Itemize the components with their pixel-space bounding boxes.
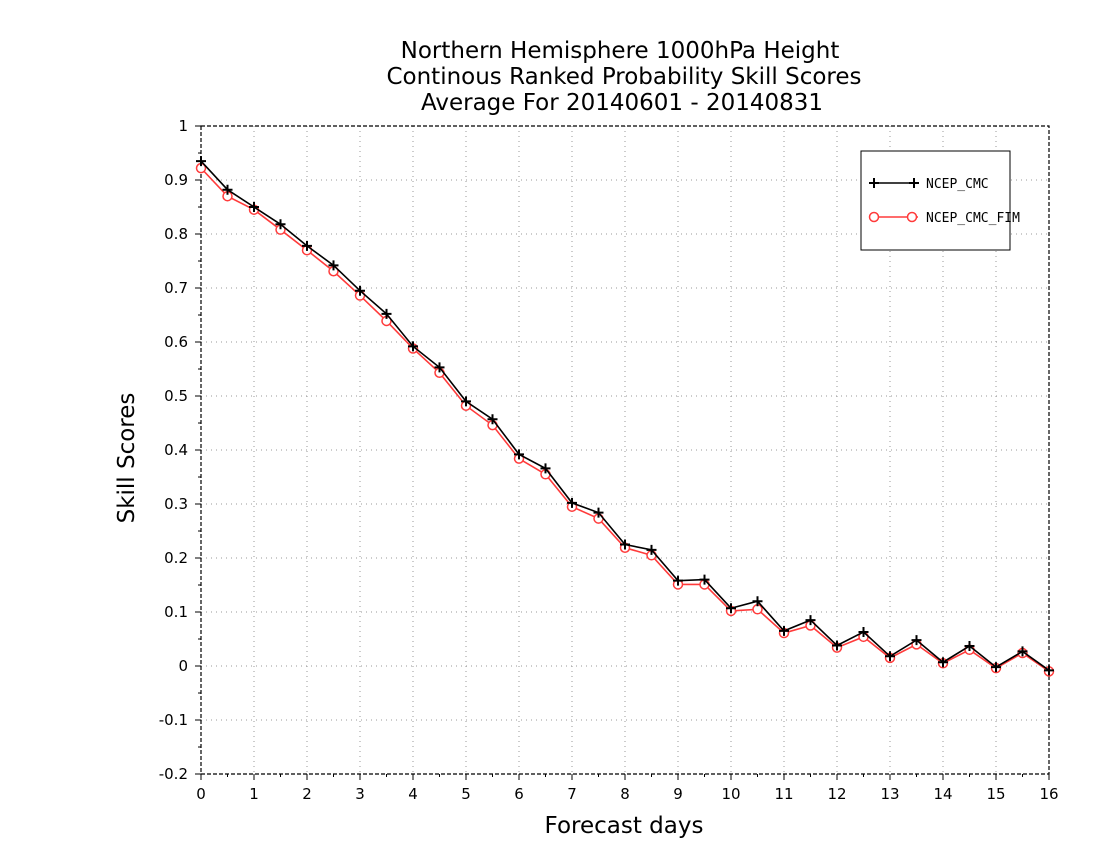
x-tick-label: 15 (986, 785, 1005, 803)
chart-title: Northern Hemisphere 1000hPa Height Conti… (386, 38, 861, 116)
x-tick-label: 12 (827, 785, 846, 803)
data-point-plus (673, 575, 683, 586)
y-tick-label: 0.7 (164, 279, 188, 297)
y-axis-label: Skill Scores (114, 393, 140, 524)
title-line-2: Continous Ranked Probability Skill Score… (386, 64, 861, 90)
data-point-plus (593, 507, 604, 518)
y-tick-label: 0.9 (164, 171, 188, 189)
legend-marker-circle (868, 211, 880, 223)
legend-label: NCEP_CMC_FIM (926, 211, 1020, 226)
data-point-plus (302, 240, 312, 251)
data-point-plus (434, 362, 445, 373)
legend-marker-circle (906, 211, 918, 223)
y-tick-label: 0.6 (164, 333, 188, 351)
legend-box (860, 150, 1011, 251)
y-tick-label: -0.2 (159, 765, 188, 783)
data-point-plus (805, 615, 816, 626)
data-point-plus (779, 625, 789, 636)
x-tick-label: 5 (461, 785, 471, 803)
y-tick-label: 0.2 (164, 549, 188, 567)
data-point-plus (964, 641, 975, 652)
data-point-plus (832, 640, 842, 651)
x-tick-label: 4 (408, 785, 418, 803)
x-tick-label: 8 (620, 785, 630, 803)
x-tick-label: 6 (514, 785, 524, 803)
data-point-plus (567, 497, 577, 508)
data-point-plus (540, 463, 551, 474)
data-point-plus (514, 449, 524, 460)
y-tick-label: 0 (178, 657, 188, 675)
y-tick-label: 0.5 (164, 387, 188, 405)
data-point-plus (461, 396, 471, 407)
axis-ticks: 0 1 2 3 4 5 6 7 8 9 10 11 12 13 14 15 16-0.2-0.100.10.20… (159, 117, 1059, 803)
y-tick-label: 0.4 (164, 441, 188, 459)
series-ncep-cmc (196, 156, 1054, 676)
data-point-plus (885, 651, 895, 662)
y-tick-label: 0.1 (164, 603, 188, 621)
x-tick-label: 11 (774, 785, 793, 803)
data-point-plus (938, 657, 948, 668)
y-tick-label: 0.3 (164, 495, 188, 513)
data-point-plus (249, 202, 259, 212)
title-line-3: Average For 20140601 - 20140831 (421, 90, 823, 116)
data-point-plus (752, 596, 763, 607)
x-tick-label: 9 (673, 785, 683, 803)
data-point-plus (487, 414, 498, 425)
x-tick-label: 16 (1039, 785, 1058, 803)
legend-marker-plus (869, 178, 879, 188)
legend-item: NCEP_CMC_FIM (868, 211, 1020, 226)
x-tick-label: 1 (249, 785, 259, 803)
series-layer (195, 156, 1055, 677)
data-point-plus (620, 539, 630, 550)
data-point-plus (355, 285, 365, 296)
data-point-plus (408, 341, 418, 352)
data-point-plus (699, 574, 710, 585)
x-tick-label: 7 (567, 785, 577, 803)
data-point-plus (726, 603, 736, 614)
data-point-plus (222, 184, 233, 195)
x-tick-label: 3 (355, 785, 365, 803)
legend-label: NCEP_CMC (926, 177, 989, 192)
data-point-plus (858, 626, 869, 637)
data-point-plus (1017, 646, 1028, 657)
data-point-plus (275, 219, 286, 230)
data-point-plus (196, 156, 206, 167)
legend-marker-plus (909, 178, 919, 188)
y-tick-label: -0.1 (159, 711, 188, 729)
y-tick-label: 0.8 (164, 225, 188, 243)
legend-item: NCEP_CMC (869, 177, 989, 192)
x-tick-label: 2 (302, 785, 312, 803)
data-point-plus (911, 635, 922, 646)
x-tick-label: 13 (880, 785, 899, 803)
grid (201, 126, 1049, 774)
data-point-plus (381, 308, 392, 319)
y-tick-label: 1 (178, 117, 188, 135)
data-point-plus (328, 260, 339, 271)
x-axis-label: Forecast days (545, 813, 704, 839)
title-line-1: Northern Hemisphere 1000hPa Height (401, 38, 840, 64)
x-tick-label: 14 (933, 785, 952, 803)
data-point-plus (991, 662, 1001, 673)
x-tick-label: 0 (196, 785, 206, 803)
x-tick-label: 10 (721, 785, 740, 803)
legend: NCEP_CMC NCEP_CMC_FIM (860, 150, 1020, 251)
data-point-plus (646, 544, 657, 555)
data-point-plus (1044, 665, 1054, 676)
